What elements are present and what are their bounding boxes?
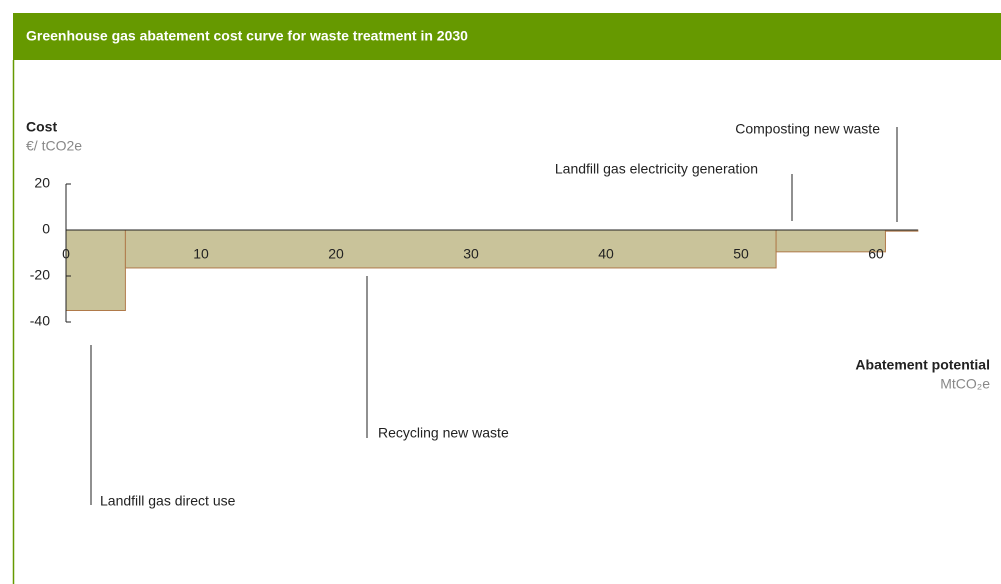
y-tick-label: -20 [30, 267, 50, 283]
chart-title: Greenhouse gas abatement cost curve for … [26, 28, 468, 44]
callout-label: Landfill gas direct use [100, 493, 236, 509]
x-tick-label: 50 [733, 246, 749, 262]
y-tick-label: -40 [30, 313, 50, 329]
x-tick-label: 30 [463, 246, 479, 262]
y-tick-label: 0 [42, 221, 50, 237]
x-tick-label: 10 [193, 246, 209, 262]
callout-label: Landfill gas electricity generation [555, 161, 758, 177]
y-tick-label: 20 [34, 175, 50, 191]
callout-label: Recycling new waste [378, 425, 509, 441]
bar [65, 229, 126, 311]
y-axis-unit: €/ tCO2e [26, 138, 82, 154]
x-axis-label: Abatement potential [855, 357, 990, 373]
x-axis-unit: MtCO₂e [940, 376, 990, 392]
bar [124, 229, 777, 269]
x-tick-label: 0 [62, 246, 70, 262]
y-axis-label: Cost [26, 119, 57, 135]
x-tick-label: 20 [328, 246, 344, 262]
x-tick-label: 40 [598, 246, 614, 262]
x-tick-label: 60 [868, 246, 884, 262]
callout-label: Composting new waste [735, 121, 880, 137]
header-bar [13, 13, 1001, 60]
